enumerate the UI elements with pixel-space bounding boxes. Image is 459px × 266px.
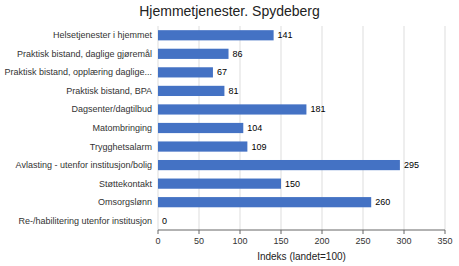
tick-label: 150 <box>273 236 288 246</box>
category-label: Matombringing <box>92 123 152 133</box>
tick-label: 200 <box>314 236 329 246</box>
data-label: 295 <box>404 160 419 170</box>
title: Hjemmetjenester. Spydeberg <box>139 3 320 19</box>
tick-label: 250 <box>355 236 370 246</box>
tick-label: 350 <box>437 236 452 246</box>
grid-line <box>404 26 405 230</box>
bar <box>158 30 274 40</box>
tick-mark <box>240 230 241 234</box>
category-label: Avlasting - utenfor institusjon/bolig <box>16 160 152 170</box>
data-label: 141 <box>278 30 293 40</box>
category-label: Helsetjenester i hjemmet <box>53 30 153 40</box>
bar <box>158 123 243 133</box>
data-label: 86 <box>233 49 243 59</box>
bar <box>158 104 306 114</box>
category-label: Omsorgslønn <box>98 197 152 207</box>
tick-label: 300 <box>396 236 411 246</box>
bar <box>158 86 224 96</box>
data-label: 0 <box>162 216 167 226</box>
x-axis-line <box>158 230 445 231</box>
chart: Hjemmetjenester. Spydeberg Re-/habiliteri… <box>0 0 459 266</box>
grid <box>158 26 445 230</box>
tick-mark <box>404 230 405 234</box>
category-label: Praktisk bistand, daglige gjøremål <box>17 49 152 59</box>
tick-label: 100 <box>232 236 247 246</box>
category-label: Dagsenter/dagtilbud <box>71 104 152 114</box>
category-label: Praktisk bistand, opplæring daglige... <box>4 67 152 77</box>
bar <box>158 216 159 226</box>
data-label: 67 <box>217 67 227 77</box>
tick-mark <box>363 230 364 234</box>
tick-mark <box>445 230 446 234</box>
data-label: 181 <box>310 104 325 114</box>
category-label: Trygghetsalarm <box>90 142 152 152</box>
bar <box>158 141 247 151</box>
tick-label: 50 <box>194 236 204 246</box>
x-axis-label: Indeks (landet=100) <box>257 251 346 262</box>
bar <box>158 197 371 207</box>
bar <box>158 49 229 59</box>
grid-line <box>445 26 446 230</box>
tick-mark <box>199 230 200 234</box>
data-label: 109 <box>251 142 266 152</box>
bar <box>158 67 213 77</box>
category-label: Praktisk bistand, BPA <box>66 86 152 96</box>
tick-mark <box>158 230 159 234</box>
data-label: 150 <box>285 179 300 189</box>
tick-mark <box>281 230 282 234</box>
data-label: 260 <box>375 197 390 207</box>
category-label: Støttekontakt <box>99 179 153 189</box>
data-label: 81 <box>228 86 238 96</box>
tick-mark <box>322 230 323 234</box>
bar <box>158 179 281 189</box>
bars <box>158 30 400 207</box>
tick-label: 0 <box>155 236 160 246</box>
bar <box>158 160 400 170</box>
data-label: 104 <box>247 123 262 133</box>
category-label: Re-/habilitering utenfor institusjon <box>18 216 152 226</box>
